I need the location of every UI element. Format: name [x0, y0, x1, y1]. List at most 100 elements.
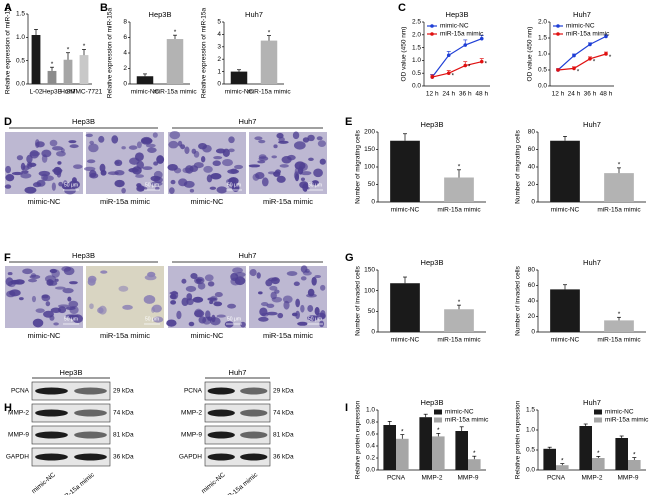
panel-label: H — [4, 402, 12, 414]
legend-label: miR-15a mimic — [440, 31, 484, 38]
cell — [29, 149, 39, 159]
y-axis-label: Relative expression of miR-15a — [5, 3, 12, 94]
panel-label: G — [345, 252, 354, 264]
cell — [41, 154, 48, 163]
cell — [266, 311, 278, 316]
y-tick-label: 0.5 — [526, 447, 535, 454]
cell — [69, 144, 79, 149]
cell — [27, 278, 38, 283]
chart-title: Hep3B — [446, 10, 469, 19]
bar — [136, 76, 154, 84]
x-tick-label: MMP-9 — [458, 475, 479, 482]
panel-label: A — [4, 2, 12, 14]
cell — [98, 305, 107, 315]
cell — [166, 319, 177, 327]
image-label: miR-15a mimic — [263, 331, 313, 340]
cell — [204, 274, 214, 282]
blot — [31, 425, 111, 445]
y-tick-label: 2.0 — [538, 19, 547, 26]
significance: * — [437, 427, 440, 434]
cell — [258, 316, 269, 322]
y-tick-label: 60 — [528, 146, 536, 153]
x-tick-label: 36 h — [584, 91, 597, 98]
marker — [604, 52, 608, 56]
cell — [57, 161, 62, 165]
cell — [56, 150, 66, 157]
cell — [188, 321, 195, 327]
x-tick-label: Huh7 — [60, 89, 76, 96]
bar — [390, 140, 420, 202]
cell — [122, 304, 133, 310]
cell — [16, 155, 24, 161]
cell — [185, 285, 197, 292]
cell — [306, 293, 317, 298]
cell — [41, 294, 51, 302]
cell — [121, 146, 126, 150]
cell — [213, 301, 223, 307]
cell — [169, 187, 175, 195]
group-label: Huh7 — [239, 117, 257, 126]
cell — [182, 167, 191, 174]
y-axis-label: OD value (450 nm) — [401, 27, 408, 82]
cell — [191, 148, 197, 154]
legend-label: mimic-NC — [445, 409, 474, 416]
y-axis-label: Relative protein expression — [355, 400, 362, 479]
legend-marker — [556, 32, 560, 36]
cell — [145, 143, 156, 148]
cell — [203, 165, 213, 173]
cell — [198, 142, 207, 150]
cell — [311, 276, 317, 286]
cell — [316, 136, 323, 141]
cell — [276, 175, 286, 183]
significance: * — [618, 162, 621, 169]
y-tick-label: 0 — [371, 199, 375, 206]
y-tick-label: 1.0 — [526, 427, 535, 434]
y-tick-label: 80 — [528, 267, 536, 274]
cell — [21, 170, 29, 174]
panel-label: I — [345, 402, 348, 414]
cell — [18, 297, 24, 301]
cell — [300, 276, 307, 281]
y-tick-label: 150 — [364, 146, 375, 153]
cell — [136, 185, 145, 192]
y-tick-label: 0 — [123, 81, 127, 88]
size-label: 29 kDa — [113, 388, 134, 395]
x-tick-label: SMMC-7721 — [66, 89, 103, 96]
y-tick-label: 50 — [368, 308, 376, 315]
marker — [446, 53, 451, 58]
cell — [5, 277, 14, 287]
cell — [32, 182, 42, 188]
cell — [300, 171, 312, 176]
scale-label: 50 μm — [145, 316, 159, 322]
bar — [579, 426, 592, 470]
chart-title: Hep3B — [421, 258, 444, 267]
group-label: Huh7 — [239, 251, 257, 260]
x-tick-label: mimic-NC — [225, 89, 254, 96]
y-tick-label: 60 — [528, 282, 536, 289]
cell — [32, 318, 44, 328]
bar — [79, 55, 89, 84]
band — [35, 387, 68, 395]
cell — [49, 139, 58, 147]
lane-label: mimic-NC — [31, 471, 58, 495]
band — [35, 453, 68, 461]
cell — [85, 133, 93, 138]
bar — [419, 417, 432, 470]
x-tick-label: mimic-NC — [391, 337, 420, 344]
significance: * — [468, 63, 471, 70]
x-tick-label: miR-15a mimic — [437, 337, 481, 344]
chart-title: Huh7 — [573, 10, 591, 19]
protein-label: MMP-2 — [181, 410, 202, 417]
cell — [67, 296, 72, 302]
cell — [7, 271, 13, 276]
scale-label: 50 μm — [64, 316, 78, 322]
y-tick-label: 0.5 — [538, 67, 547, 74]
y-tick-label: 0.5 — [412, 70, 421, 77]
cell — [51, 182, 56, 191]
cell — [100, 270, 108, 274]
band — [240, 409, 268, 417]
marker — [588, 42, 592, 47]
cell — [234, 276, 246, 286]
cell — [279, 164, 289, 168]
cell — [234, 164, 244, 170]
